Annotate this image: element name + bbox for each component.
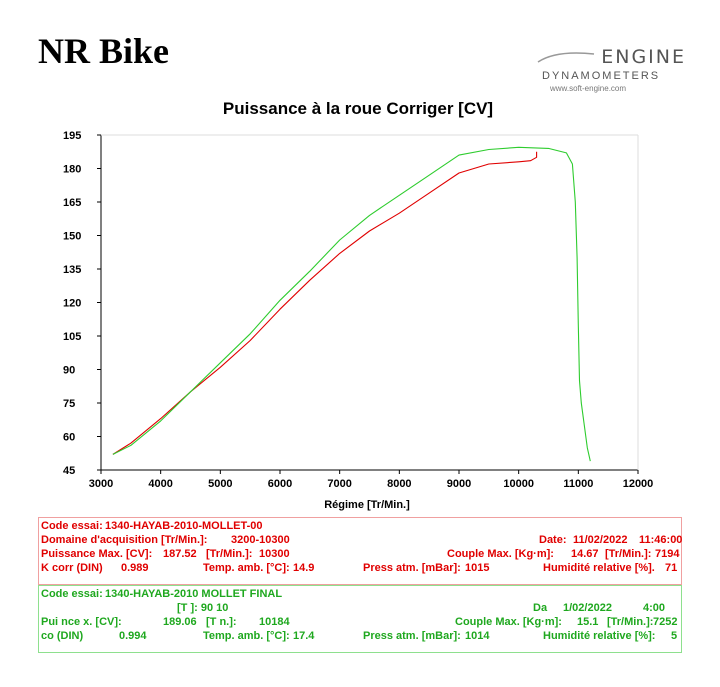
chart-axes: 45 60 75 90 105 120 135 150 165 180 195 3000 4000 500…: [63, 130, 653, 490]
run1-cmax-value: 14.67: [571, 548, 599, 560]
soft-engine-logo: ENGINE DYNAMOMETERS www.soft-engine.com: [536, 46, 686, 96]
y-tick-label: 120: [63, 298, 81, 310]
x-tick-label: 10000: [503, 478, 534, 490]
run1-hum-label: Humidité relative [%].: [543, 562, 655, 574]
x-tick-label: 6000: [268, 478, 292, 490]
power-chart: Puissance à la roue Corriger [CV] 45 60 75…: [63, 99, 653, 511]
run2-time-value: 4:00: [643, 602, 666, 614]
run2-temp-value: 17.4: [293, 630, 315, 642]
run1-kcorr-label: K corr (DIN): [41, 562, 103, 574]
run2-info-panel: Code essai: 1340-HAYAB-2010 MOLLET FINAL…: [38, 585, 682, 653]
run1-press-label: Press atm. [mBar]:: [363, 562, 461, 574]
run2-press-value: 1014: [465, 630, 490, 642]
x-axis-label: Régime [Tr/Min.]: [324, 499, 410, 511]
logo-engine-text: ENGINE: [601, 46, 686, 68]
y-tick-label: 75: [63, 398, 75, 410]
run2-pmax-rpm-value: 10184: [259, 616, 290, 628]
run2-press-label: Press atm. [mBar]:: [363, 630, 461, 642]
run2-kcorr-value: 0.994: [119, 630, 147, 642]
run1-pmax-rpm-value: 10300: [259, 548, 290, 560]
logo-swoosh-icon: [537, 52, 595, 63]
run2-cmax-rpm-label: [Tr/Min.]:: [607, 616, 654, 628]
run1-date-value: 11/02/2022: [573, 534, 628, 546]
y-tick-label: 90: [63, 365, 75, 377]
run1-hum-value: 71: [665, 562, 678, 574]
run2-pmax-label: Pui nce x. [CV]:: [41, 616, 122, 628]
x-tick-label: 4000: [148, 478, 172, 490]
run2-temp-label: Temp. amb. [°C]:: [203, 630, 290, 642]
run2-code-value: 1340-HAYAB-2010 MOLLET FINAL: [105, 588, 283, 600]
run1-kcorr-value: 0.989: [121, 562, 149, 574]
series-line-2: [112, 146, 591, 462]
logo-url-text: www.soft-engine.com: [550, 84, 627, 93]
brand-title: NR Bike: [38, 31, 170, 71]
y-tick-label: 165: [63, 197, 81, 209]
run2-cmax-value: 15.1: [577, 616, 599, 628]
run2-domain-fragment: [T ]: 90 10: [177, 602, 229, 614]
run1-pmax-rpm-label: [Tr/Min.]:: [206, 548, 253, 560]
y-tick-label: 60: [63, 432, 75, 444]
run2-date-value: 1/02/2022: [563, 602, 612, 614]
run2-hum-value: 5: [671, 630, 678, 642]
run1-cmax-rpm-label: [Tr/Min.]:: [605, 548, 652, 560]
y-tick-label: 150: [63, 231, 81, 243]
run1-time-value: 11:46:00: [639, 534, 683, 546]
run1-pmax-label: Puissance Max. [CV]:: [41, 548, 153, 560]
x-tick-label: 11000: [563, 478, 593, 490]
run1-info-panel: Code essai: 1340-HAYAB-2010-MOLLET-00 Do…: [38, 517, 682, 585]
run1-pmax-value: 187.52: [163, 548, 197, 560]
logo-dynamometers-text: DYNAMOMETERS: [542, 70, 661, 82]
x-tick-label: 5000: [208, 478, 232, 490]
run2-date-label: Da: [533, 602, 548, 614]
chart-title: Puissance à la roue Corriger [CV]: [223, 99, 493, 118]
run1-press-value: 1015: [465, 562, 490, 574]
run2-kcorr-label: co (DIN): [41, 630, 84, 642]
y-tick-label: 45: [63, 465, 75, 477]
y-tick-label: 195: [63, 130, 81, 142]
run1-temp-value: 14.9: [293, 562, 315, 574]
x-tick-label: 8000: [387, 478, 411, 490]
x-tick-label: 3000: [89, 478, 113, 490]
run1-temp-label: Temp. amb. [°C]:: [203, 562, 290, 574]
run1-domain-label: Domaine d'acquisition [Tr/Min.]:: [41, 534, 208, 546]
x-tick-label: 12000: [623, 478, 654, 490]
series-line-1: [112, 151, 538, 455]
run2-cmax-rpm-value: 7252: [653, 616, 678, 628]
run1-code-value: 1340-HAYAB-2010-MOLLET-00: [105, 520, 263, 532]
run1-cmax-rpm-value: 7194: [655, 548, 680, 560]
run1-domain-value: 3200-10300: [231, 534, 290, 546]
chart-series: [112, 146, 591, 462]
run2-pmax-rpm-label: [T n.]:: [206, 616, 237, 628]
run2-hum-label: Humidité relative [%]:: [543, 630, 656, 642]
y-tick-label: 180: [63, 164, 81, 176]
run1-code-label: Code essai:: [41, 520, 103, 532]
run2-code-label: Code essai:: [41, 588, 103, 600]
y-tick-label: 135: [63, 264, 81, 276]
run1-cmax-label: Couple Max. [Kg·m]:: [447, 548, 554, 560]
x-tick-label: 7000: [327, 478, 351, 490]
x-tick-label: 9000: [447, 478, 471, 490]
run2-pmax-value: 189.06: [163, 616, 197, 628]
run1-date-label: Date:: [539, 534, 567, 546]
run2-cmax-label: Couple Max. [Kg·m]:: [455, 616, 562, 628]
y-tick-label: 105: [63, 331, 81, 343]
